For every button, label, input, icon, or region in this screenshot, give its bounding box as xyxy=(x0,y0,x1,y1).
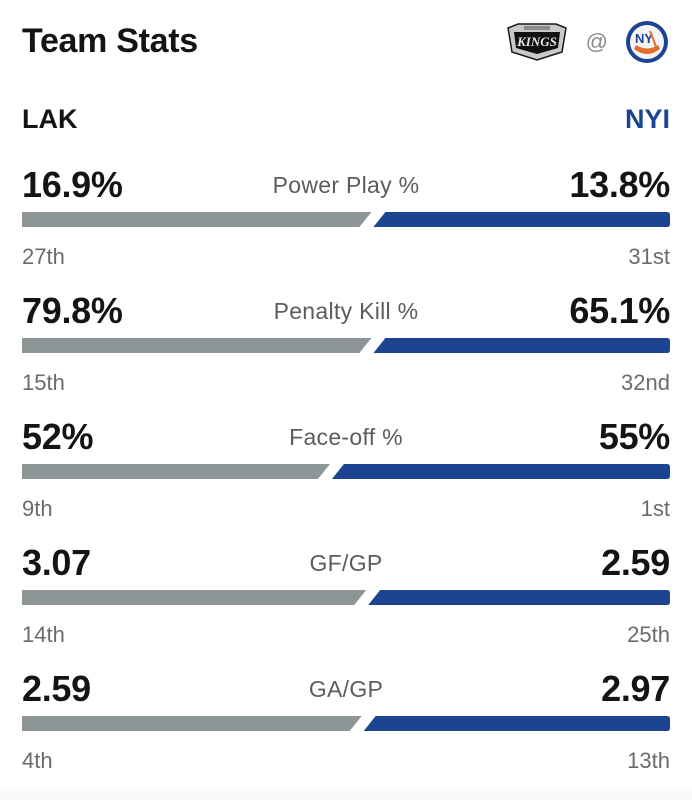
stat-row-penalty-kill: 79.8% Penalty Kill % 65.1% 15th 32nd xyxy=(22,290,670,400)
home-stat-value: 55% xyxy=(598,416,670,457)
comparison-bar-svg xyxy=(22,338,670,353)
la-kings-logo-icon: KINGS xyxy=(504,22,570,62)
home-stat-value: 2.97 xyxy=(601,668,670,709)
teams-row: LAK NYI xyxy=(22,104,670,138)
home-stat-value: 13.8% xyxy=(569,164,670,205)
home-bar xyxy=(363,716,670,731)
page-title: Team Stats xyxy=(22,22,198,60)
comparison-bar-svg xyxy=(22,212,670,227)
svg-text:NY: NY xyxy=(635,31,653,46)
stat-label: Face-off % xyxy=(289,424,403,450)
stat-row-gf-gp: 3.07 GF/GP 2.59 14th 25th xyxy=(22,542,670,652)
away-stat-rank: 14th xyxy=(22,622,65,647)
home-bar xyxy=(331,464,670,479)
stat-row-ga-gp: 2.59 GA/GP 2.97 4th 13th xyxy=(22,668,670,778)
away-stat-rank: 15th xyxy=(22,370,65,395)
away-bar xyxy=(22,338,372,353)
home-stat-rank: 1st xyxy=(640,496,670,521)
away-bar xyxy=(22,590,367,605)
home-bar xyxy=(368,590,670,605)
away-bar xyxy=(22,212,372,227)
home-stat-rank: 32nd xyxy=(621,370,670,395)
home-stat-value: 65.1% xyxy=(569,290,670,331)
home-stat-rank: 13th xyxy=(627,748,670,773)
away-stat-value: 79.8% xyxy=(22,290,123,331)
away-stat-value: 16.9% xyxy=(22,164,123,205)
home-team-abbr: NYI xyxy=(624,104,670,134)
home-stat-rank: 25th xyxy=(627,622,670,647)
stat-label: Power Play % xyxy=(272,172,420,198)
away-stat-value: 3.07 xyxy=(22,542,91,583)
away-bar xyxy=(22,716,362,731)
bottom-edge xyxy=(0,788,692,800)
header: Team Stats KINGS @ NY xyxy=(22,18,670,70)
away-bar xyxy=(22,464,330,479)
home-bar xyxy=(373,338,670,353)
ny-islanders-logo-icon: NY xyxy=(624,19,670,65)
comparison-bar xyxy=(22,338,670,353)
stat-label: GF/GP xyxy=(309,550,383,576)
at-separator: @ xyxy=(585,29,608,54)
stat-label: GA/GP xyxy=(308,676,384,702)
stat-row-power-play: 16.9% Power Play % 13.8% 27th 31st xyxy=(22,164,670,274)
comparison-bar xyxy=(22,212,670,227)
away-team-abbr: LAK xyxy=(22,104,78,134)
home-stat-value: 2.59 xyxy=(601,542,670,583)
comparison-bar xyxy=(22,464,670,479)
away-stat-value: 52% xyxy=(22,416,94,457)
comparison-bar-svg xyxy=(22,464,670,479)
comparison-bar-svg xyxy=(22,716,670,731)
away-stat-rank: 9th xyxy=(22,496,53,521)
comparison-bar xyxy=(22,716,670,731)
home-stat-rank: 31st xyxy=(628,244,670,269)
away-stat-rank: 4th xyxy=(22,748,53,773)
away-stat-value: 2.59 xyxy=(22,668,91,709)
comparison-bar-svg xyxy=(22,590,670,605)
comparison-bar xyxy=(22,590,670,605)
away-stat-rank: 27th xyxy=(22,244,65,269)
matchup: KINGS @ NY xyxy=(504,18,670,66)
stat-row-face-off: 52% Face-off % 55% 9th 1st xyxy=(22,416,670,526)
home-bar xyxy=(373,212,670,227)
svg-text:KINGS: KINGS xyxy=(516,34,557,49)
stat-label: Penalty Kill % xyxy=(273,298,419,324)
